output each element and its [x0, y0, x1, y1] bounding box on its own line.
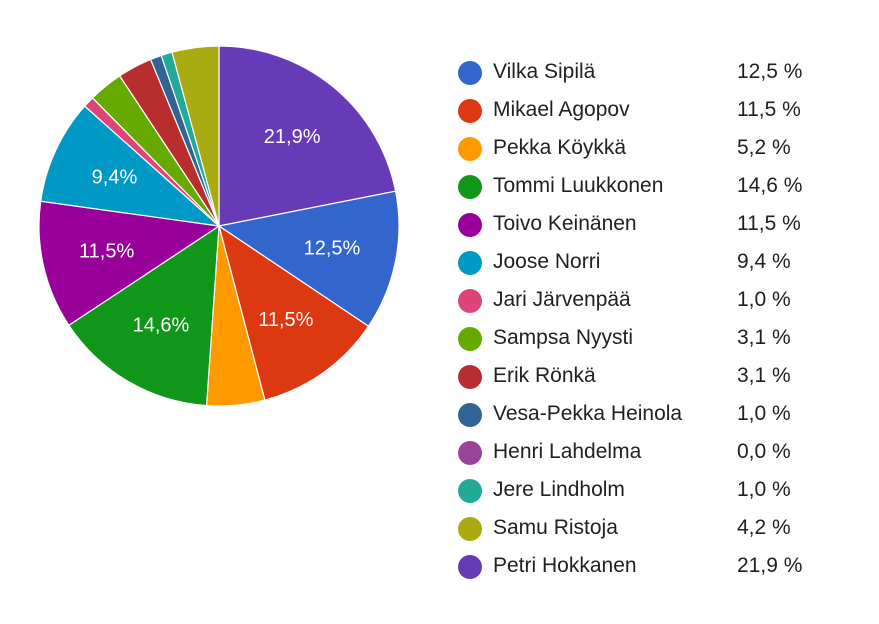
legend-item-mikael-agopov[interactable]: Mikael Agopov 11,5 %	[458, 92, 858, 130]
pie-slice-samu-ristoja[interactable]	[171, 45, 220, 227]
legend-swatch-icon	[458, 251, 482, 275]
legend-value: 5,2 %	[737, 136, 791, 159]
slice-label-petri-hokkanen: 21,9%	[264, 126, 321, 148]
chart-legend: Vilka Sipilä 12,5 % Mikael Agopov 11,5 % Pek…	[458, 54, 858, 586]
legend-item-jere-lindholm[interactable]: Jere Lindholm 1,0 %	[458, 472, 858, 510]
slice-label-mikael-agopov: 11,5%	[258, 309, 313, 331]
legend-item-samu-ristoja[interactable]: Samu Ristoja 4,2 %	[458, 510, 858, 548]
pie-slice-mikael-agopov[interactable]	[218, 224, 370, 401]
legend-item-erik-ronka[interactable]: Erik Rönkä 3,1 %	[458, 358, 858, 396]
legend-swatch-icon	[458, 365, 482, 389]
legend-label: Jere Lindholm	[493, 478, 625, 501]
legend-value: 1,0 %	[737, 478, 791, 501]
legend-label: Henri Lahdelma	[493, 440, 642, 463]
legend-swatch-icon	[458, 213, 482, 237]
slice-label-vilka-sipila: 12,5%	[304, 238, 361, 260]
pie-slice-vilka-sipila[interactable]	[217, 190, 400, 328]
legend-label: Mikael Agopov	[493, 98, 630, 121]
legend-value: 3,1 %	[737, 326, 791, 349]
legend-swatch-icon	[458, 61, 482, 85]
pie-slice-tommi-luukkonen[interactable]	[68, 224, 220, 407]
legend-swatch-icon	[458, 555, 482, 579]
legend-swatch-icon	[458, 517, 482, 541]
legend-swatch-icon	[458, 327, 482, 351]
legend-value: 9,4 %	[737, 250, 791, 273]
legend-item-henri-lahdelma[interactable]: Henri Lahdelma 0,0 %	[458, 434, 858, 472]
legend-value: 3,1 %	[737, 364, 791, 387]
legend-value: 21,9 %	[737, 554, 803, 577]
legend-value: 1,0 %	[737, 288, 791, 311]
legend-value: 11,5 %	[737, 98, 801, 121]
legend-value: 4,2 %	[737, 516, 791, 539]
legend-swatch-icon	[458, 441, 482, 465]
legend-label: Pekka Köykkä	[493, 136, 627, 159]
legend-label: Petri Hokkanen	[493, 554, 637, 577]
legend-item-pekka-koykka[interactable]: Pekka Köykkä 5,2 %	[458, 130, 858, 168]
legend-item-sampsa-nyysti[interactable]: Sampsa Nyysti 3,1 %	[458, 320, 858, 358]
pie-slice-joose-norri[interactable]	[40, 105, 221, 227]
legend-label: Sampsa Nyysti	[493, 326, 634, 349]
slice-label-joose-norri: 9,4%	[92, 167, 138, 189]
legend-label: Vilka Sipilä	[493, 60, 596, 83]
legend-label: Samu Ristoja	[493, 516, 618, 539]
legend-swatch-icon	[458, 175, 482, 199]
legend-label: Erik Rönkä	[493, 364, 596, 387]
legend-label: Joose Norri	[493, 250, 601, 273]
legend-swatch-icon	[458, 479, 482, 503]
pie-slice-toivo-keinanen[interactable]	[38, 200, 221, 327]
legend-label: Tommi Luukkonen	[493, 174, 664, 197]
legend-item-tommi-luukkonen[interactable]: Tommi Luukkonen 14,6 %	[458, 168, 858, 206]
legend-value: 12,5 %	[737, 60, 803, 83]
legend-value: 1,0 %	[737, 402, 791, 425]
slice-label-toivo-keinanen: 11,5%	[79, 240, 134, 262]
legend-swatch-icon	[458, 99, 482, 123]
legend-swatch-icon	[458, 137, 482, 161]
legend-item-vilka-sipila[interactable]: Vilka Sipilä 12,5 %	[458, 54, 858, 92]
slice-label-tommi-luukkonen: 14,6%	[133, 315, 190, 337]
legend-item-toivo-keinanen[interactable]: Toivo Keinänen 11,5 %	[458, 206, 858, 244]
legend-value: 0,0 %	[737, 440, 791, 463]
legend-value: 11,5 %	[737, 212, 801, 235]
pie-slice-petri-hokkanen[interactable]	[218, 45, 397, 227]
legend-swatch-icon	[458, 289, 482, 313]
legend-label: Vesa-Pekka Heinola	[493, 402, 683, 425]
legend-swatch-icon	[458, 403, 482, 427]
legend-item-vesa-pekka-heinola[interactable]: Vesa-Pekka Heinola 1,0 %	[458, 396, 858, 434]
legend-item-petri-hokkanen[interactable]: Petri Hokkanen 21,9 %	[458, 548, 858, 586]
legend-item-jari-jarvenpaa[interactable]: Jari Järvenpää 1,0 %	[458, 282, 858, 320]
legend-label: Toivo Keinänen	[493, 212, 637, 235]
legend-label: Jari Järvenpää	[493, 288, 631, 311]
legend-item-joose-norri[interactable]: Joose Norri 9,4 %	[458, 244, 858, 282]
legend-value: 14,6 %	[737, 174, 803, 197]
